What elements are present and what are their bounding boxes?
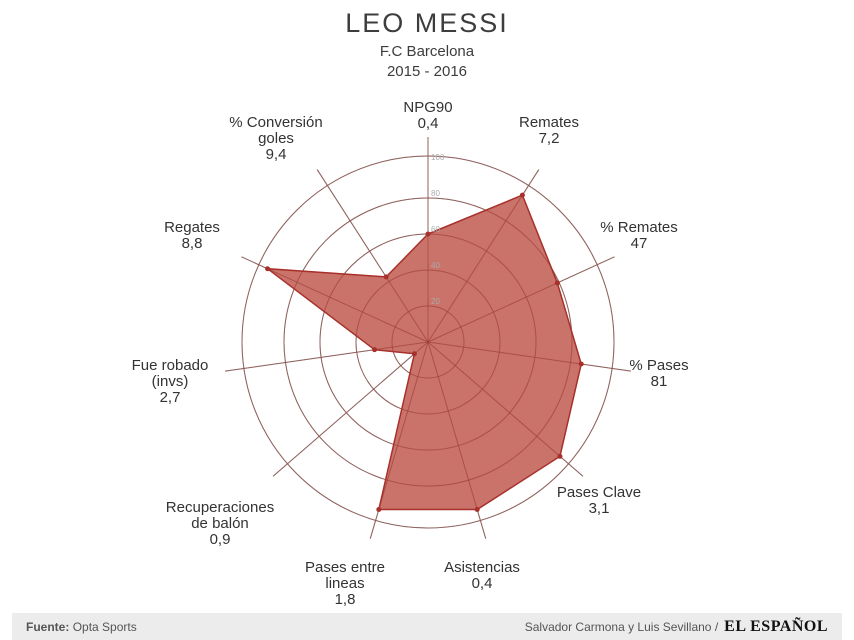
axis-label-text: Pases entre xyxy=(304,559,386,576)
axis-label: Pases entre lineas 1,8 xyxy=(265,560,425,608)
radial-tick-label: 80 xyxy=(431,189,440,198)
axis-spoke-overlay xyxy=(427,341,584,477)
axis-label-value: 0,9 xyxy=(209,531,231,548)
axis-label-value: 1,8 xyxy=(334,591,356,608)
axis-label-value: 0,4 xyxy=(417,115,439,132)
data-point xyxy=(557,453,563,459)
axis-label-value: 81 xyxy=(650,373,668,390)
axis-label: Pases Clave 3,1 xyxy=(519,485,679,517)
axis-spoke-overlay xyxy=(427,341,487,539)
radial-tick-label: 20 xyxy=(431,297,440,306)
axis-label: Asistencias 0,4 xyxy=(402,560,562,592)
axis-spoke-overlay xyxy=(427,169,540,343)
axis-label-text: Asistencias xyxy=(444,559,520,576)
axis-label-value: 8,8 xyxy=(181,235,203,252)
axis-spoke-overlay xyxy=(241,256,429,343)
axis-label: NPG90 0,4 xyxy=(348,100,508,132)
axis-label-text: (invs) xyxy=(151,373,189,390)
axis-spoke-overlay xyxy=(272,341,429,477)
season-subtitle: 2015 - 2016 xyxy=(386,63,468,80)
data-area xyxy=(265,194,582,511)
axis-label: % Remates 47 xyxy=(559,220,719,252)
axis-label-text: lineas xyxy=(325,575,365,592)
axis-spoke-overlay xyxy=(316,169,429,343)
data-point xyxy=(411,351,417,357)
axis-label: Remates 7,2 xyxy=(469,115,629,147)
axis-label-text: Recuperaciones xyxy=(165,499,275,516)
authors-credit: Salvador Carmona y Luis Sevillano / xyxy=(524,619,719,634)
axis-label-text: % Pases xyxy=(629,357,689,374)
source-credit: Fuente: Opta Sports xyxy=(26,620,137,634)
footer-bar: Fuente: Opta Sports Salvador Carmona y L… xyxy=(12,613,842,640)
data-point xyxy=(265,266,271,272)
data-point xyxy=(425,231,431,237)
axis-label-text: Remates xyxy=(518,114,580,131)
data-point xyxy=(376,507,382,513)
axis-label-text: NPG90 xyxy=(403,99,453,116)
data-point xyxy=(519,192,525,198)
brand-logo: EL ESPAÑOL xyxy=(724,617,828,635)
axis-label-text: % Remates xyxy=(600,219,678,236)
axis-label-value: 3,1 xyxy=(588,500,610,517)
axis-label-text: Regates xyxy=(164,219,220,236)
axis-spoke-overlay xyxy=(225,341,429,372)
axis-label-text: de balón xyxy=(191,515,249,532)
axis-label-text: % Conversión xyxy=(229,114,323,131)
axis-label: Fue robado (invs) 2,7 xyxy=(90,358,250,406)
axis-label-value: 47 xyxy=(630,235,648,252)
axis-spoke-overlay xyxy=(427,256,615,343)
axis-label-value: 9,4 xyxy=(265,146,287,163)
data-point xyxy=(578,361,584,367)
axis-label-text: goles xyxy=(258,130,294,147)
team-subtitle: F.C Barcelona xyxy=(379,43,475,60)
radial-tick-label: 40 xyxy=(431,261,440,270)
axis-label-text: Fue robado xyxy=(131,357,209,374)
source-value: Opta Sports xyxy=(72,619,137,634)
data-point xyxy=(372,347,378,353)
axis-label-value: 0,4 xyxy=(471,575,493,592)
source-label: Fuente: xyxy=(26,619,70,634)
axis-label-value: 2,7 xyxy=(159,389,181,406)
axis-label: % Conversión goles 9,4 xyxy=(196,115,356,163)
axis-label: Recuperaciones de balón 0,9 xyxy=(140,500,300,548)
data-point xyxy=(383,274,389,280)
radial-tick-label: 60 xyxy=(431,225,440,234)
radar-chart: 20 40 60 80 100 xyxy=(225,137,631,539)
axis-spoke-overlay xyxy=(369,341,429,539)
data-point xyxy=(554,280,560,286)
axis-label-text: Pases Clave xyxy=(556,484,642,501)
axis-label-value: 7,2 xyxy=(538,130,560,147)
chart-title: LEO MESSI xyxy=(345,8,509,38)
axis-spoke-overlay xyxy=(427,341,631,372)
radial-tick-label: 100 xyxy=(431,153,445,162)
axis-label: Regates 8,8 xyxy=(112,220,272,252)
axis-label: % Pases 81 xyxy=(579,358,739,390)
data-point xyxy=(474,507,480,513)
